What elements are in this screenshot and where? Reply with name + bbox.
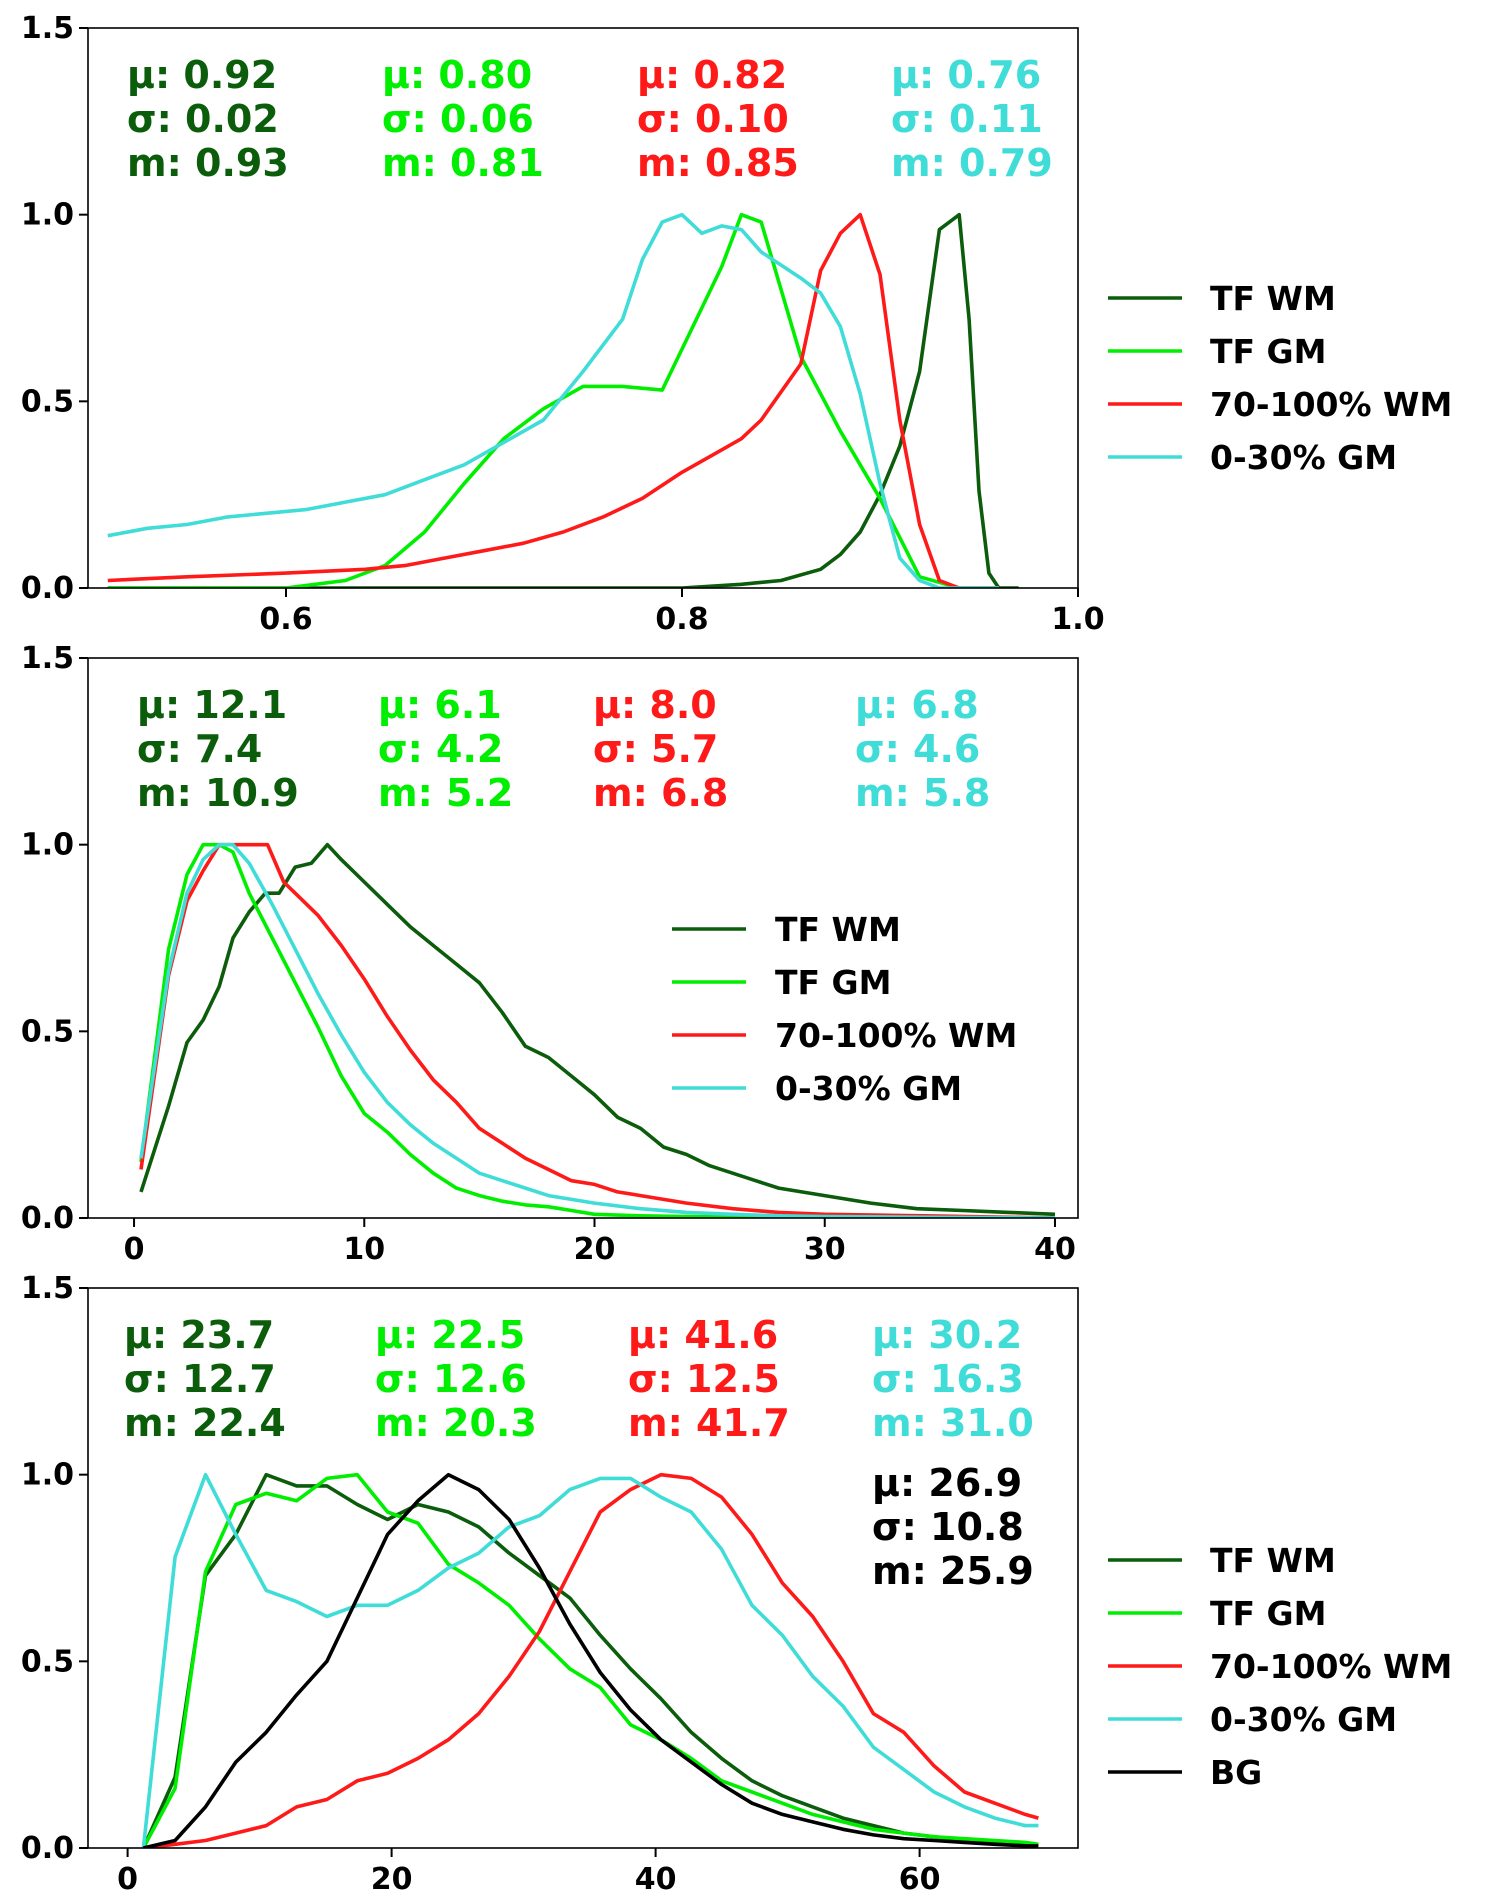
stats-annotation: σ: 12.5 xyxy=(628,1357,780,1401)
x-tick-label: 0 xyxy=(117,1862,138,1897)
stats-annotation: σ: 7.4 xyxy=(137,727,262,771)
chart-panel-3: 0.0 0.5 1.0 1.5 0 20 40 60 μ: 23.7σ: 12.7m: 22.4… xyxy=(21,1271,1452,1897)
legend-label: 70-100% WM xyxy=(1210,385,1452,424)
legend-label: TF WM xyxy=(1210,279,1336,318)
y-tick-label: 1.0 xyxy=(21,198,74,233)
stats-annotation: m: 31.0 xyxy=(872,1401,1034,1445)
axes-frame xyxy=(87,657,1079,1219)
y-tick-label: 0.0 xyxy=(21,571,74,606)
stats-annotation: m: 10.9 xyxy=(137,771,299,815)
x-tick-label: 10 xyxy=(343,1232,385,1267)
stats-annotation: m: 5.2 xyxy=(378,771,513,815)
series-line-0-30-gm xyxy=(141,1472,1039,1848)
y-tick-label: 0.5 xyxy=(21,1014,74,1049)
stats-annotation: μ: 6.8 xyxy=(855,683,979,727)
series-line-70-100-wm xyxy=(107,212,999,588)
stats-annotation: m: 25.9 xyxy=(872,1549,1034,1593)
legend-label: BG xyxy=(1210,1753,1262,1792)
legend-label: TF GM xyxy=(775,963,891,1002)
stats-annotation: m: 22.4 xyxy=(124,1401,286,1445)
legend-label: 0-30% GM xyxy=(1210,438,1397,477)
legend-label: TF GM xyxy=(1210,332,1326,371)
series-line-tf-gm xyxy=(141,1472,1039,1848)
y-tick-label: 1.0 xyxy=(21,1458,74,1493)
chart-panel-1: 0.00.51.01.50.6 0.8 1.0μ: 0.92σ: 0.02m: 0.… xyxy=(21,11,1452,637)
stats-annotation: m: 0.85 xyxy=(637,141,799,185)
legend-label: 0-30% GM xyxy=(775,1069,962,1108)
stats-annotation: μ: 26.9 xyxy=(872,1461,1022,1505)
y-tick-label: 1.5 xyxy=(21,641,74,676)
series-line-tf-wm xyxy=(107,212,1019,588)
stats-annotation: m: 0.93 xyxy=(127,141,289,185)
legend-label: 70-100% WM xyxy=(1210,1647,1452,1686)
stats-annotation: σ: 0.06 xyxy=(382,97,534,141)
legend: TF WM TF GM 70-100% WM 0-30% GM BG xyxy=(1108,1541,1452,1792)
y-tick-label: 1.0 xyxy=(21,828,74,863)
stats-annotation: σ: 12.6 xyxy=(375,1357,527,1401)
stats-annotation: m: 5.8 xyxy=(855,771,990,815)
series-line-tf-gm xyxy=(139,842,1055,1218)
legend-label: TF WM xyxy=(1210,1541,1336,1580)
stats-annotation: σ: 0.02 xyxy=(127,97,279,141)
y-tick-label: 0.0 xyxy=(21,1201,74,1236)
stats-annotation: μ: 12.1 xyxy=(137,683,287,727)
x-tick-label: 0.8 xyxy=(655,602,708,637)
stats-annotation: μ: 0.80 xyxy=(382,53,532,97)
y-tick-label: 1.5 xyxy=(21,11,74,46)
stats-annotation: m: 41.7 xyxy=(628,1401,790,1445)
stats-annotation: m: 20.3 xyxy=(375,1401,537,1445)
stats-annotation: σ: 4.6 xyxy=(855,727,980,771)
stats-annotation: σ: 5.7 xyxy=(593,727,718,771)
stats-annotation: μ: 6.1 xyxy=(378,683,502,727)
stats-annotation: σ: 4.2 xyxy=(378,727,503,771)
y-tick-label: 0.5 xyxy=(21,1644,74,1679)
x-tick-label: 40 xyxy=(1034,1232,1076,1267)
legend-label: TF GM xyxy=(1210,1594,1326,1633)
legend-label: 70-100% WM xyxy=(775,1016,1017,1055)
series-line-tf-wm xyxy=(139,842,1056,1217)
series-line-70-100-wm xyxy=(143,1472,1039,1848)
stats-annotation: σ: 0.11 xyxy=(891,97,1043,141)
stats-annotation: μ: 30.2 xyxy=(872,1313,1022,1357)
x-tick-label: 40 xyxy=(635,1862,677,1897)
legend-label: 0-30% GM xyxy=(1210,1700,1397,1739)
stats-annotation: μ: 23.7 xyxy=(124,1313,274,1357)
chart-panel-2: 0.0 0.5 1.0 1.5 0 10 20 30 40 μ: 12.1σ: 7.4m: 10.… xyxy=(21,641,1079,1267)
series-line-bg xyxy=(142,1472,1039,1848)
legend: TF WM TF GM 70-100% WM 0-30% GM xyxy=(672,910,1017,1108)
series-line-0-30-gm xyxy=(107,212,999,588)
axes-frame xyxy=(87,27,1079,589)
x-tick-label: 20 xyxy=(574,1232,616,1267)
legend-label: TF WM xyxy=(775,910,901,949)
stats-annotation: μ: 0.76 xyxy=(891,53,1041,97)
stats-annotation: σ: 12.7 xyxy=(124,1357,276,1401)
stats-annotation: μ: 8.0 xyxy=(593,683,717,727)
stats-annotation: σ: 0.10 xyxy=(637,97,789,141)
x-tick-label: 0.6 xyxy=(259,602,312,637)
x-tick-label: 0 xyxy=(124,1232,145,1267)
stats-annotation: μ: 0.82 xyxy=(637,53,787,97)
stats-annotation: μ: 22.5 xyxy=(375,1313,525,1357)
x-tick-label: 20 xyxy=(371,1862,413,1897)
y-tick-label: 0.0 xyxy=(21,1831,74,1866)
stats-annotation: m: 0.79 xyxy=(891,141,1053,185)
series-line-0-30-gm xyxy=(139,842,1056,1218)
stats-annotation: μ: 0.92 xyxy=(127,53,277,97)
stats-annotation: σ: 16.3 xyxy=(872,1357,1024,1401)
stats-annotation: σ: 10.8 xyxy=(872,1505,1024,1549)
x-tick-label: 60 xyxy=(899,1862,941,1897)
y-tick-label: 0.5 xyxy=(21,384,74,419)
series-line-tf-gm xyxy=(107,212,999,588)
stats-annotation: m: 6.8 xyxy=(593,771,728,815)
x-tick-label: 30 xyxy=(804,1232,846,1267)
axes-frame xyxy=(87,1287,1079,1849)
y-tick-label: 1.5 xyxy=(21,1271,74,1306)
x-tick-label: 1.0 xyxy=(1051,602,1104,637)
stats-annotation: μ: 41.6 xyxy=(628,1313,778,1357)
legend: TF WM TF GM 70-100% WM 0-30% GM xyxy=(1108,279,1452,477)
stats-annotation: m: 0.81 xyxy=(382,141,544,185)
